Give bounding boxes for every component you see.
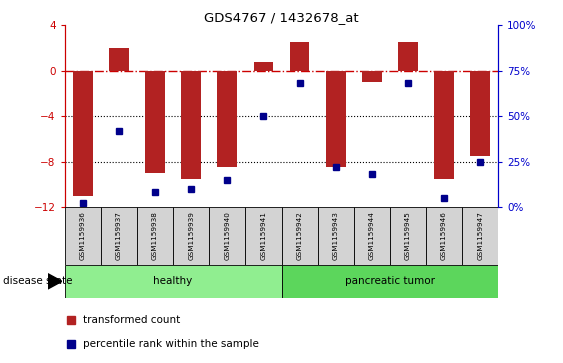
Text: percentile rank within the sample: percentile rank within the sample [83, 339, 259, 349]
Text: GSM1159941: GSM1159941 [261, 212, 266, 260]
Polygon shape [48, 274, 62, 289]
Bar [65, 265, 282, 298]
Bar [245, 207, 282, 265]
Text: GSM1159938: GSM1159938 [152, 212, 158, 260]
Bar [354, 207, 390, 265]
Text: pancreatic tumor: pancreatic tumor [345, 276, 435, 286]
Text: GSM1159947: GSM1159947 [477, 212, 483, 260]
Text: GSM1159944: GSM1159944 [369, 212, 375, 260]
Text: disease state: disease state [3, 276, 72, 286]
Bar [217, 71, 237, 167]
Text: GSM1159942: GSM1159942 [297, 212, 302, 260]
Bar [282, 207, 318, 265]
Title: GDS4767 / 1432678_at: GDS4767 / 1432678_at [204, 11, 359, 24]
Text: healthy: healthy [154, 276, 193, 286]
Bar [137, 207, 173, 265]
Bar [73, 71, 93, 196]
Bar [145, 71, 165, 173]
Text: transformed count: transformed count [83, 315, 180, 325]
Text: GSM1159946: GSM1159946 [441, 212, 447, 260]
Bar [289, 42, 310, 71]
Text: GSM1159937: GSM1159937 [116, 212, 122, 260]
Text: GSM1159945: GSM1159945 [405, 212, 411, 260]
Bar [434, 71, 454, 179]
Text: GSM1159940: GSM1159940 [224, 212, 230, 260]
Bar [362, 71, 382, 82]
Bar [426, 207, 462, 265]
Bar [181, 71, 201, 179]
Bar [398, 42, 418, 71]
Bar [326, 71, 346, 167]
Bar [390, 207, 426, 265]
Text: GSM1159936: GSM1159936 [80, 212, 86, 260]
Bar [109, 48, 129, 71]
Bar [209, 207, 245, 265]
Bar [173, 207, 209, 265]
Text: GSM1159943: GSM1159943 [333, 212, 339, 260]
Bar [101, 207, 137, 265]
Bar [318, 207, 354, 265]
Bar [65, 207, 101, 265]
Bar [253, 62, 274, 71]
Bar [470, 71, 490, 156]
Bar [462, 207, 498, 265]
Text: GSM1159939: GSM1159939 [188, 212, 194, 260]
Bar [282, 265, 498, 298]
